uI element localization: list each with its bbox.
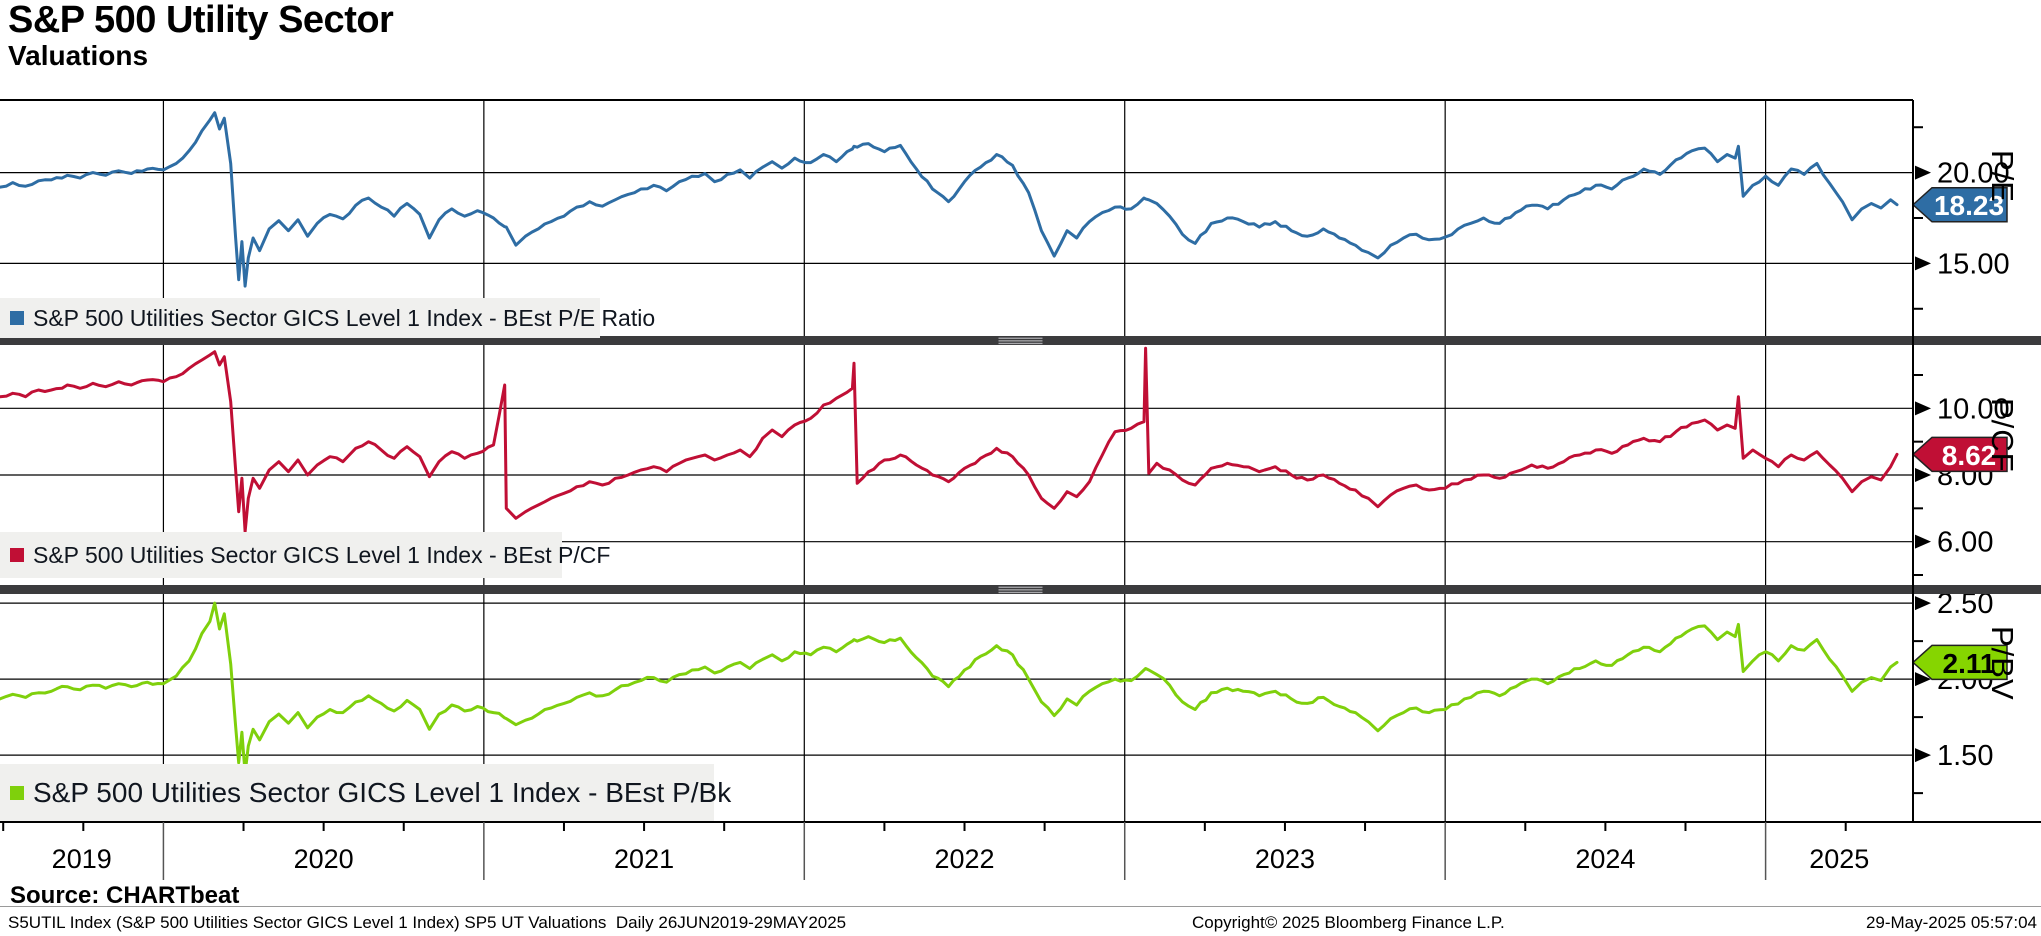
last-value-text: 2.11 bbox=[1943, 648, 1996, 679]
x-quarter-tick bbox=[1604, 822, 1607, 831]
y-minor-tick bbox=[1913, 440, 1923, 443]
x-quarter-tick bbox=[643, 822, 646, 831]
x-quarter-tick bbox=[883, 822, 886, 831]
x-quarter-tick bbox=[2, 822, 5, 831]
copyright-text: Copyright© 2025 Bloomberg Finance L.P. bbox=[1192, 913, 1505, 932]
legend-pcf-label: S&P 500 Utilities Sector GICS Level 1 In… bbox=[33, 541, 611, 568]
tick-arrow-icon bbox=[1915, 468, 1931, 482]
y-minor-tick bbox=[1913, 307, 1923, 310]
last-value-text: 8.62 bbox=[1942, 440, 1997, 471]
series-line-p-e bbox=[0, 111, 1899, 288]
tick-arrow-icon bbox=[1915, 256, 1931, 271]
axis-title-pbv: P/BV bbox=[1985, 626, 2020, 701]
last-value-badge bbox=[1911, 186, 2008, 223]
x-quarter-tick bbox=[82, 822, 85, 831]
last-value-badge bbox=[1911, 436, 2008, 473]
y-tick-label: 15.00 bbox=[1937, 248, 2010, 280]
x-quarter-tick bbox=[322, 822, 325, 831]
page-title: S&P 500 Utility Sector bbox=[8, 0, 394, 41]
splitter-grip-icon bbox=[998, 340, 1043, 342]
page-subtitle: Valuations bbox=[8, 40, 149, 72]
y-minor-tick bbox=[1913, 217, 1923, 219]
legend-pcf: S&P 500 Utilities Sector GICS Level 1 In… bbox=[0, 532, 610, 578]
tick-arrow-icon bbox=[1915, 748, 1931, 763]
y-minor-tick bbox=[1913, 716, 1923, 719]
series-line-p-cf bbox=[0, 346, 1899, 534]
x-quarter-tick bbox=[963, 822, 966, 831]
x-year-label: 2024 bbox=[1575, 844, 1635, 874]
x-year-label: 2023 bbox=[1255, 844, 1315, 874]
tick-arrow-icon bbox=[1915, 672, 1931, 687]
y-minor-tick bbox=[1913, 126, 1923, 129]
y-minor-tick bbox=[1913, 640, 1923, 643]
x-quarter-tick bbox=[402, 822, 405, 831]
x-quarter-tick bbox=[1364, 822, 1367, 831]
tick-arrow-icon bbox=[1915, 165, 1931, 180]
axis-title-pe: P/E bbox=[1985, 150, 2020, 203]
axis-title-pcf: P/CF bbox=[1985, 398, 2020, 473]
splitter-grip-icon bbox=[998, 591, 1043, 594]
y-minor-tick bbox=[1913, 507, 1923, 510]
x-quarter-tick bbox=[723, 822, 726, 831]
y-tick-label: 10.00 bbox=[1937, 393, 2010, 425]
last-value-text: 18.23 bbox=[1934, 190, 2004, 221]
x-quarter-tick bbox=[1283, 822, 1286, 831]
legend-swatch-red-icon bbox=[10, 548, 24, 562]
x-quarter-tick bbox=[1684, 822, 1687, 831]
last-value-badge bbox=[1911, 644, 2008, 681]
x-year-label: 2025 bbox=[1809, 844, 1869, 874]
footer-disclaimer-row: S5UTIL Index (S&P 500 Utilities Sector G… bbox=[0, 909, 2041, 936]
legend-swatch-green-icon bbox=[10, 785, 24, 800]
y-minor-tick bbox=[1913, 792, 1923, 795]
x-year-label: 2020 bbox=[294, 844, 354, 874]
x-quarter-tick bbox=[562, 822, 565, 831]
x-quarter-tick bbox=[242, 822, 245, 831]
legend-pbv-label: S&P 500 Utilities Sector GICS Level 1 In… bbox=[33, 776, 732, 808]
legend-swatch-blue-icon bbox=[10, 311, 24, 325]
splitter-grip-icon bbox=[998, 589, 1043, 591]
tick-arrow-icon bbox=[1915, 596, 1931, 611]
x-year-label: 2021 bbox=[614, 844, 674, 874]
y-tick-label: 20.00 bbox=[1937, 158, 2010, 190]
y-minor-tick bbox=[1913, 574, 1923, 576]
footer-divider bbox=[0, 906, 2041, 907]
ticker-description: S5UTIL Index (S&P 500 Utilities Sector G… bbox=[8, 913, 847, 932]
splitter-grip-icon bbox=[998, 586, 1043, 588]
tick-arrow-icon bbox=[1915, 534, 1931, 549]
x-quarter-tick bbox=[1844, 822, 1847, 831]
y-minor-tick bbox=[1913, 374, 1923, 376]
chart-header: S&P 500 Utility Sector Valuations bbox=[8, 0, 394, 72]
legend-pe-label: S&P 500 Utilities Sector GICS Level 1 In… bbox=[33, 304, 656, 331]
source-label: Source: CHARTbeat bbox=[10, 882, 240, 909]
x-quarter-tick bbox=[1043, 822, 1046, 831]
x-quarter-tick bbox=[1524, 822, 1527, 831]
legend-pbv: S&P 500 Utilities Sector GICS Level 1 In… bbox=[0, 764, 731, 821]
timestamp: 29-May-2025 05:57:04 bbox=[1865, 913, 2037, 932]
x-year-label: 2019 bbox=[52, 844, 112, 874]
series-line-p-bv bbox=[0, 601, 1899, 775]
x-quarter-tick bbox=[1203, 822, 1206, 831]
splitter-grip-icon bbox=[998, 342, 1043, 345]
legend-pe: S&P 500 Utilities Sector GICS Level 1 In… bbox=[0, 298, 655, 338]
y-tick-label: 6.00 bbox=[1937, 527, 1993, 559]
tick-arrow-icon bbox=[1915, 401, 1931, 416]
y-tick-label: 1.50 bbox=[1937, 740, 1993, 772]
splitter-grip-icon bbox=[998, 337, 1043, 339]
x-year-label: 2022 bbox=[934, 844, 994, 874]
